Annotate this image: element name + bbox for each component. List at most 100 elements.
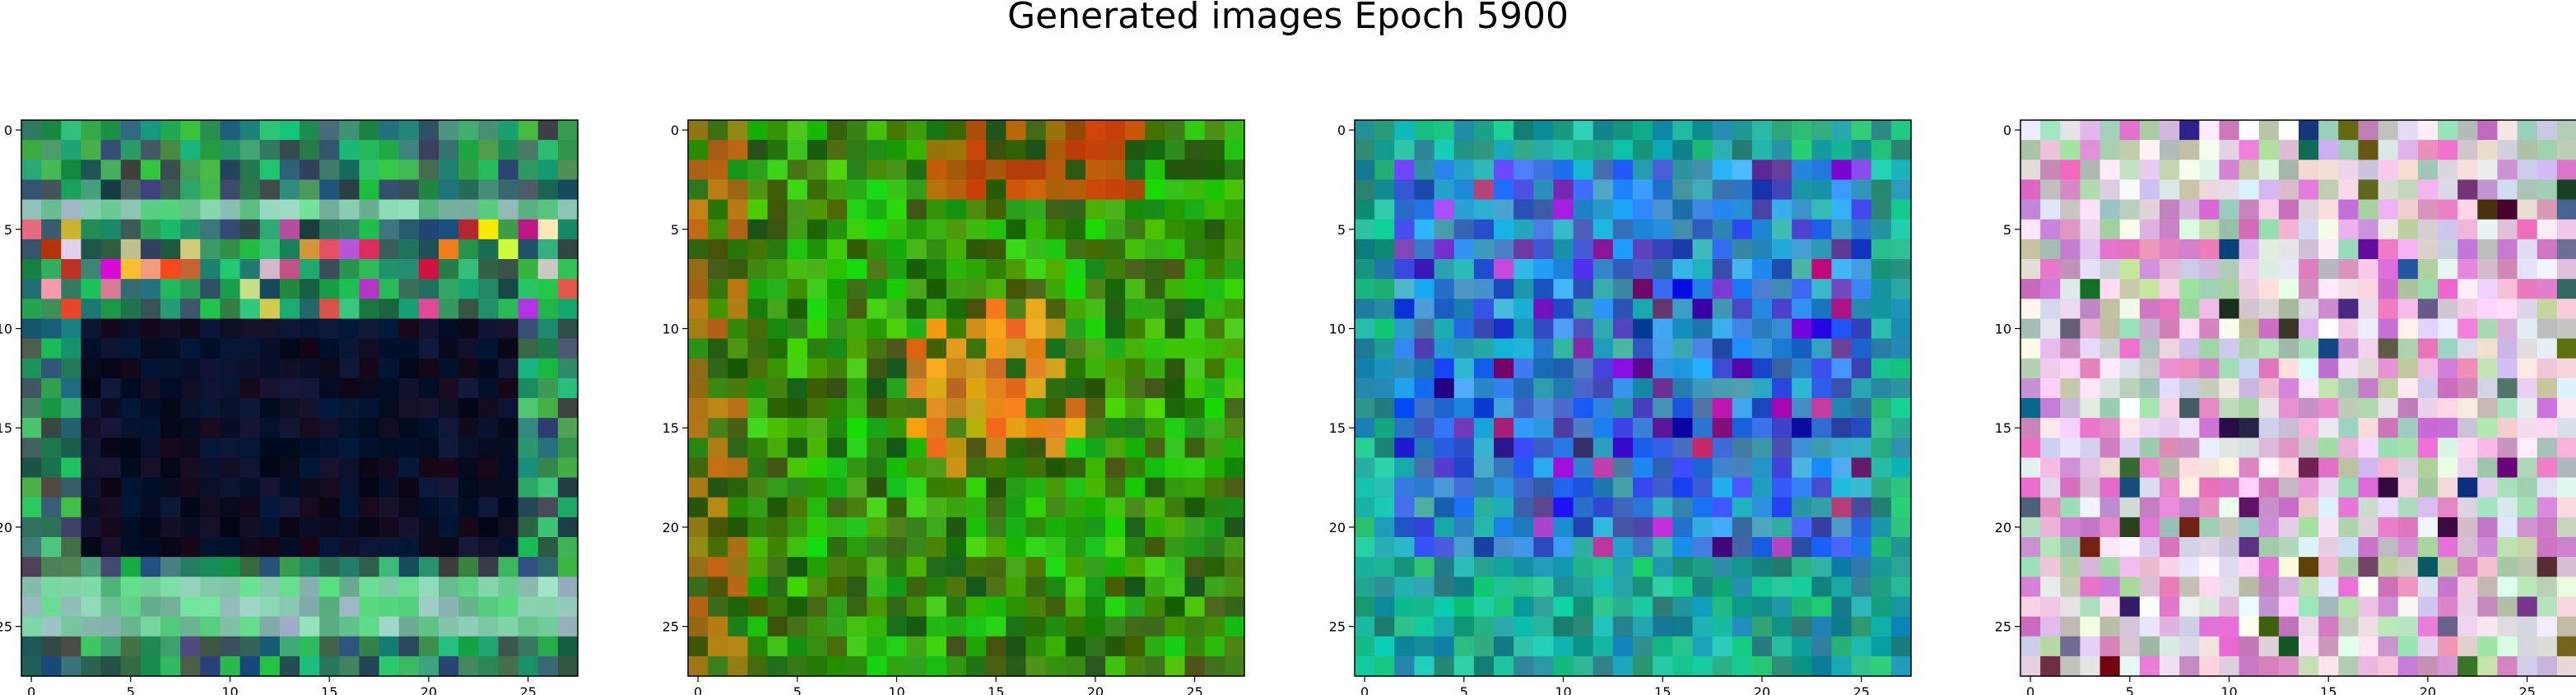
- pixel: [2020, 596, 2041, 618]
- pixel: [2179, 140, 2200, 160]
- pixel: [2378, 279, 2399, 299]
- pixel: [2258, 517, 2280, 538]
- pixel: [439, 438, 459, 459]
- pixel: [2417, 577, 2439, 598]
- pixel: [787, 179, 808, 201]
- pixel: [2099, 140, 2121, 160]
- pixel: [339, 299, 360, 320]
- pixel: [1204, 140, 1225, 160]
- pixel: [1125, 577, 1146, 598]
- y-tick-label: 15: [0, 420, 12, 436]
- pixel: [1204, 477, 1225, 498]
- pixel: [1125, 239, 1146, 260]
- pixel: [140, 239, 161, 260]
- pixel: [1811, 378, 1833, 399]
- pixel: [2139, 577, 2160, 598]
- pixel: [708, 358, 728, 379]
- pixel: [1633, 239, 1653, 260]
- pixel: [2517, 497, 2538, 518]
- pixel: [966, 219, 987, 240]
- pixel: [2219, 378, 2240, 399]
- y-tick-label: 5: [671, 222, 679, 238]
- pixel: [1633, 160, 1653, 181]
- pixel: [518, 219, 539, 240]
- pixel: [1006, 497, 1027, 518]
- pixel: [1224, 299, 1245, 320]
- pixel: [1125, 199, 1146, 220]
- pixel: [728, 398, 749, 419]
- pixel: [1514, 616, 1534, 637]
- pixel: [1811, 616, 1833, 637]
- pixel: [2397, 656, 2419, 677]
- pixel: [708, 219, 728, 240]
- pixel: [2318, 338, 2339, 359]
- pixel: [1553, 160, 1574, 181]
- pixel: [1453, 318, 1475, 340]
- pixel: [2160, 418, 2180, 438]
- pixel: [847, 438, 867, 459]
- pixel: [2497, 497, 2518, 518]
- pixel: [1533, 318, 1555, 340]
- pixel: [1105, 557, 1126, 577]
- pixel: [946, 616, 967, 637]
- pixel: [279, 457, 300, 479]
- pixel: [1355, 517, 1375, 538]
- pixel: [379, 398, 400, 419]
- pixel: [1184, 239, 1206, 260]
- pixel: [259, 179, 281, 201]
- pixel: [498, 616, 519, 637]
- pixel: [2397, 457, 2419, 479]
- pixel: [767, 398, 788, 419]
- pixel: [458, 199, 479, 220]
- pixel: [906, 557, 928, 577]
- pixel: [41, 438, 62, 459]
- pixel: [537, 636, 559, 657]
- pixel: [1593, 160, 1614, 181]
- pixel: [458, 378, 479, 399]
- pixel: [2080, 457, 2101, 479]
- pixel: [986, 219, 1007, 240]
- pixel: [2438, 656, 2458, 677]
- x-tick-label: 20: [2420, 684, 2436, 695]
- pixel: [339, 160, 360, 181]
- pixel: [41, 179, 62, 201]
- pixel: [1612, 219, 1634, 240]
- pixel: [2139, 219, 2160, 240]
- pixel: [1514, 199, 1534, 220]
- pixel: [1494, 457, 1514, 479]
- pixel: [847, 239, 867, 260]
- pixel: [498, 358, 519, 379]
- pixel: [747, 338, 769, 359]
- pixel: [926, 239, 947, 260]
- x-tick-label: 25: [1853, 684, 1869, 695]
- pixel: [1593, 299, 1614, 320]
- pixel: [2318, 517, 2339, 538]
- pixel: [2060, 199, 2081, 220]
- pixel: [1672, 616, 1694, 637]
- pixel: [966, 338, 987, 359]
- pixel: [160, 179, 181, 201]
- pixel: [1184, 497, 1206, 518]
- pixel: [220, 537, 241, 558]
- pixel: [787, 219, 808, 240]
- pixel: [2040, 497, 2061, 518]
- pixel: [120, 160, 142, 181]
- pixel: [1125, 497, 1146, 518]
- pixel: [120, 219, 142, 240]
- pixel: [498, 497, 519, 518]
- pixel: [2338, 199, 2360, 220]
- pixel: [747, 656, 769, 677]
- pixel: [906, 537, 928, 558]
- pixel: [1772, 616, 1793, 637]
- pixel: [906, 279, 928, 299]
- pixel: [1394, 179, 1416, 201]
- x-tick-label: 10: [888, 684, 904, 695]
- pixel: [180, 279, 201, 299]
- pixel: [41, 557, 62, 577]
- pixel: [966, 616, 987, 637]
- pixel: [1165, 140, 1186, 160]
- pixel: [2119, 199, 2141, 220]
- pixel: [1224, 656, 1245, 677]
- pixel: [2517, 120, 2538, 141]
- pixel: [2477, 160, 2499, 181]
